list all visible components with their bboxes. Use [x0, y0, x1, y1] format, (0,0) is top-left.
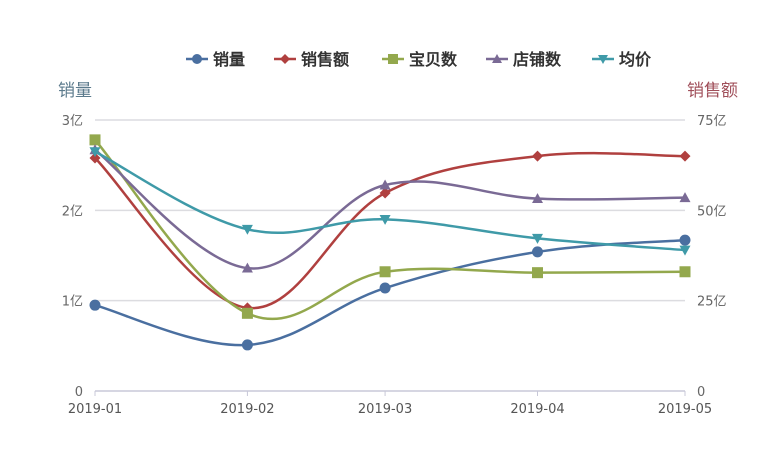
- data-point: [679, 245, 691, 256]
- right-axis-title: 销售额: [687, 81, 738, 101]
- data-point: [679, 234, 691, 246]
- x-tick-label: 2019-02: [220, 402, 274, 417]
- legend-circle-icon: [192, 54, 202, 64]
- data-point: [89, 152, 101, 164]
- data-point: [379, 214, 391, 225]
- data-point: [679, 266, 691, 278]
- legend: 销量 销售额 宝贝数 店铺数 均价: [186, 50, 652, 69]
- data-point: [379, 179, 391, 190]
- data-point: [241, 262, 253, 273]
- legend-label: 销售额: [301, 50, 349, 69]
- legend-item[interactable]: 宝贝数: [382, 50, 458, 69]
- data-point: [241, 307, 253, 319]
- series-line: [94, 148, 686, 270]
- x-tick-label: 2019-03: [358, 402, 412, 417]
- legend-label: 宝贝数: [409, 50, 458, 69]
- legend-triangle-icon: [492, 54, 502, 63]
- left-axis-title: 销量: [58, 81, 92, 101]
- legend-square-icon: [388, 54, 398, 64]
- right-tick-label: 75亿: [697, 114, 727, 129]
- data-point: [379, 266, 391, 278]
- series-销量: [89, 234, 691, 351]
- data-point: [532, 193, 543, 203]
- data-point: [379, 282, 391, 294]
- data-point: [532, 246, 543, 258]
- legend-label: 店铺数: [513, 50, 562, 69]
- series-均价: [89, 147, 691, 256]
- right-tick-label: 50亿: [697, 204, 727, 219]
- series-line: [94, 139, 686, 321]
- x-tick-label: 2019-05: [658, 402, 712, 417]
- left-tick-label: 0: [75, 385, 83, 400]
- data-point: [532, 150, 543, 162]
- left-tick-label: 1亿: [62, 295, 83, 310]
- data-point: [379, 187, 391, 199]
- x-tick-label: 2019-04: [510, 402, 564, 417]
- series-line: [94, 150, 686, 252]
- data-point: [241, 339, 253, 351]
- legend-item[interactable]: 均价: [592, 50, 652, 69]
- data-point: [241, 224, 253, 235]
- data-point: [679, 192, 691, 203]
- data-point: [89, 147, 101, 158]
- legend-item[interactable]: 销量: [186, 50, 245, 69]
- legend-triangle-down-icon: [598, 55, 608, 64]
- legend-label: 均价: [619, 50, 652, 69]
- legend-item[interactable]: 店铺数: [486, 50, 562, 69]
- legend-diamond-icon: [280, 54, 290, 64]
- legend-item[interactable]: 销售额: [274, 50, 349, 69]
- right-tick-label: 0: [697, 385, 705, 400]
- data-point: [89, 134, 101, 146]
- right-tick-label: 25亿: [697, 295, 727, 310]
- data-point: [532, 233, 543, 244]
- left-tick-label: 2亿: [62, 204, 83, 219]
- series-宝贝数: [89, 134, 691, 321]
- data-point: [532, 267, 543, 279]
- data-point: [89, 299, 101, 311]
- x-tick-label: 2019-01: [68, 402, 122, 417]
- legend-label: 销量: [213, 50, 245, 69]
- left-tick-label: 3亿: [62, 114, 83, 129]
- series-line: [94, 151, 686, 310]
- data-point: [679, 150, 691, 162]
